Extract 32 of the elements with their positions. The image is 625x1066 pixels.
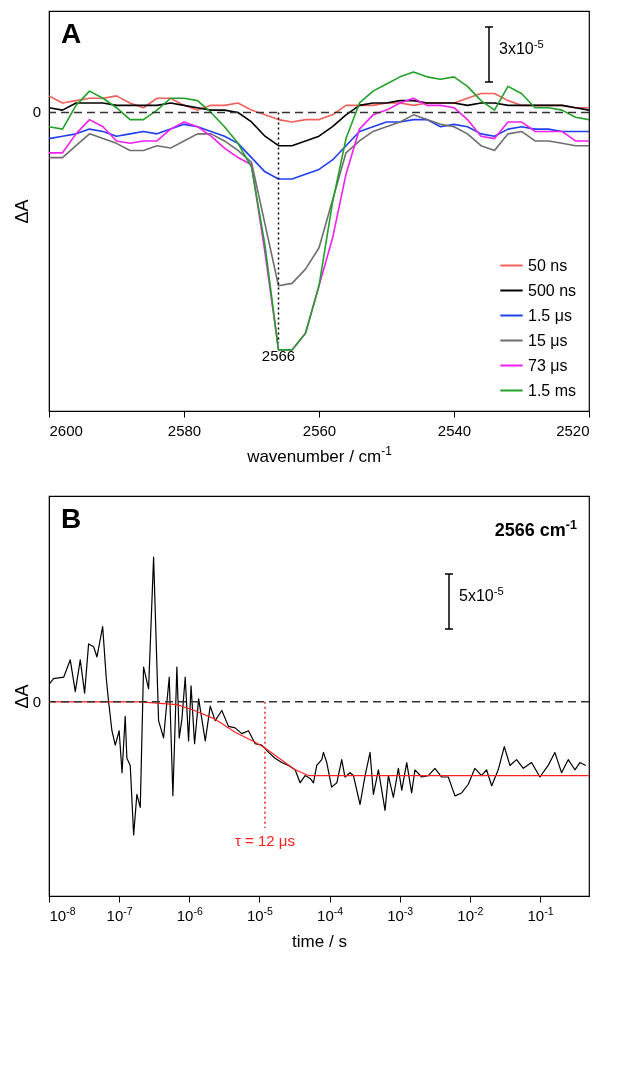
annotation: 5x10$^{-5}$ bbox=[459, 584, 504, 604]
x-axis-title: wavenumber / cm$^{-1}$ bbox=[246, 443, 393, 466]
x-tick-label: 2560 bbox=[302, 421, 337, 439]
y-axis-title: ΔA bbox=[11, 684, 32, 709]
legend-label: 73 μs bbox=[528, 356, 568, 374]
legend-label: 50 ns bbox=[528, 256, 568, 274]
legend-label: 15 μs bbox=[528, 331, 568, 349]
chart-title: B bbox=[61, 503, 82, 534]
x-axis-title: time / s bbox=[292, 931, 347, 951]
x-tick-label: 2540 bbox=[437, 421, 472, 439]
x-tick-label: 10$^{-4}$ bbox=[317, 904, 344, 924]
x-tick-label: 10$^{-1}$ bbox=[527, 904, 554, 924]
ref-line-label: τ = 12 μs bbox=[234, 832, 295, 849]
text: 2566 cm$^{-1}$ bbox=[494, 518, 577, 540]
ref-line-label: 0 bbox=[32, 103, 41, 121]
x-tick-label: 10$^{-3}$ bbox=[387, 904, 414, 924]
legend-label: 500 ns bbox=[528, 281, 577, 299]
ref-line-label: 0 bbox=[32, 692, 41, 710]
x-tick-label: 10$^{-2}$ bbox=[457, 904, 484, 924]
y-axis-title: ΔA bbox=[11, 199, 32, 224]
chart-title: A bbox=[61, 18, 82, 49]
x-tick-label: 10$^{-7}$ bbox=[106, 904, 133, 924]
x-tick-label: 10$^{-5}$ bbox=[246, 904, 274, 924]
x-tick-label: 2580 bbox=[167, 421, 202, 439]
legend-label: 1.5 ms bbox=[528, 381, 577, 399]
x-tick-label: 2600 bbox=[49, 421, 83, 439]
x-tick-label: 10$^{-6}$ bbox=[176, 904, 203, 924]
x-tick-label: 2520 bbox=[556, 421, 590, 439]
text: 3x10$^{-5}$ bbox=[499, 37, 544, 57]
legend-label: 1.5 μs bbox=[528, 306, 572, 324]
x-tick-label: 10$^{-8}$ bbox=[49, 904, 76, 924]
ref-line-label: 2566 bbox=[261, 347, 296, 364]
